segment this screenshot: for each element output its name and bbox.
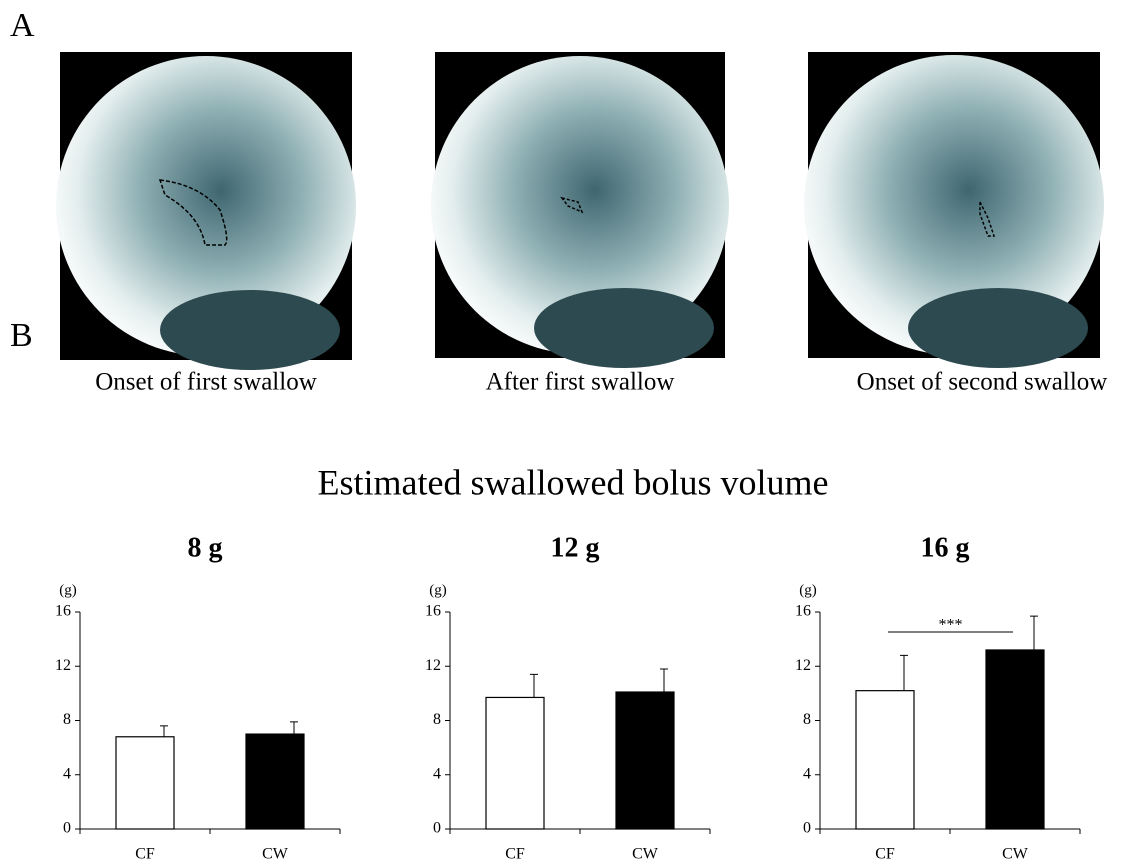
y-axis-label: (g) bbox=[59, 582, 77, 598]
image-caption: After first swallow bbox=[486, 369, 675, 396]
x-tick-label: CF bbox=[875, 846, 895, 863]
error-bar bbox=[900, 655, 908, 690]
y-tick-label: 0 bbox=[63, 820, 71, 837]
bar bbox=[246, 734, 304, 829]
y-tick-label: 8 bbox=[433, 711, 441, 728]
chart-title: 16 g bbox=[921, 532, 970, 563]
bar bbox=[116, 737, 174, 829]
xray-image bbox=[804, 52, 1104, 368]
x-tick-label: CF bbox=[505, 846, 525, 863]
error-bar bbox=[290, 722, 298, 734]
bar bbox=[856, 691, 914, 829]
panel-label: B bbox=[10, 317, 33, 354]
y-tick-label: 12 bbox=[425, 657, 441, 674]
image-caption: Onset of second swallow bbox=[857, 369, 1108, 396]
y-tick-label: 4 bbox=[433, 765, 441, 782]
significance-label: *** bbox=[939, 617, 963, 634]
xray-image bbox=[56, 52, 356, 370]
x-tick-label: CF bbox=[135, 846, 155, 863]
y-tick-label: 12 bbox=[795, 657, 811, 674]
y-tick-label: 16 bbox=[425, 603, 441, 620]
bar bbox=[986, 650, 1044, 829]
y-tick-label: 0 bbox=[803, 820, 811, 837]
y-tick-label: 12 bbox=[55, 657, 71, 674]
bar bbox=[616, 692, 674, 829]
y-tick-label: 8 bbox=[803, 711, 811, 728]
image-caption: Onset of first swallow bbox=[95, 369, 317, 396]
y-axis-label: (g) bbox=[429, 582, 447, 598]
error-bar bbox=[660, 669, 668, 692]
y-tick-label: 4 bbox=[63, 765, 71, 782]
y-tick-label: 8 bbox=[63, 711, 71, 728]
chart-title: 12 g bbox=[551, 532, 600, 563]
panel-label: A bbox=[10, 7, 35, 44]
x-tick-label: CW bbox=[632, 846, 659, 863]
y-axis-label: (g) bbox=[799, 582, 817, 598]
page: A B Onset of first swallow After first s… bbox=[0, 0, 1147, 866]
figure: A B Onset of first swallow After first s… bbox=[0, 0, 1147, 866]
x-tick-label: CW bbox=[262, 846, 289, 863]
figure-title: Estimated swallowed bolus volume bbox=[318, 462, 829, 502]
y-tick-label: 4 bbox=[803, 765, 811, 782]
error-bar bbox=[530, 674, 538, 697]
error-bar bbox=[160, 726, 168, 737]
error-bar bbox=[1030, 616, 1038, 650]
x-tick-label: CW bbox=[1002, 846, 1029, 863]
y-tick-label: 16 bbox=[55, 603, 71, 620]
y-tick-label: 16 bbox=[795, 603, 811, 620]
y-tick-label: 0 bbox=[433, 820, 441, 837]
xray-image bbox=[431, 52, 729, 368]
chart-title: 8 g bbox=[188, 532, 223, 563]
bar bbox=[486, 697, 544, 829]
